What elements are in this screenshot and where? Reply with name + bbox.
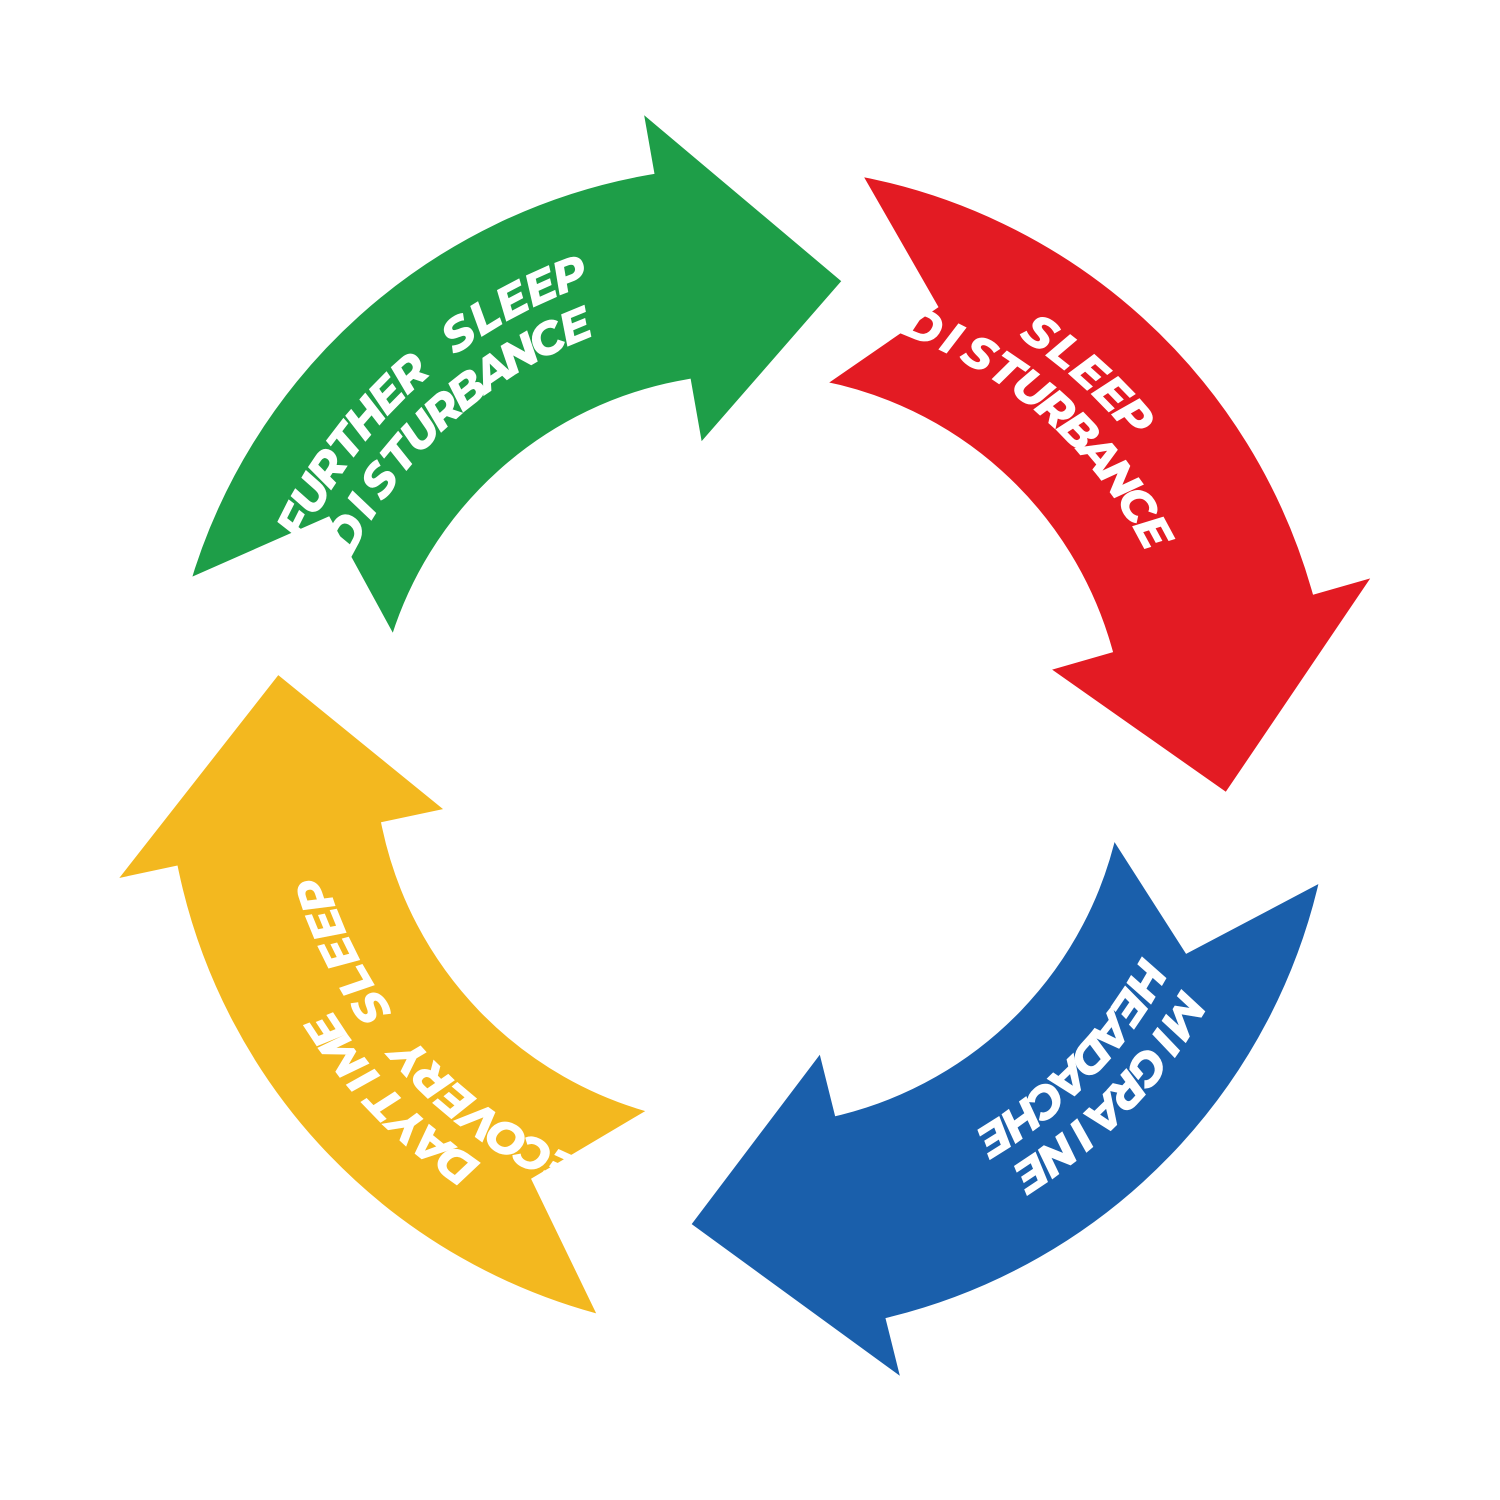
cycle-diagram: SLEEPDISTURBANCEMIGRAINEHEADACHEDAYTIMER… bbox=[0, 0, 1500, 1500]
cycle-svg: SLEEPDISTURBANCEMIGRAINEHEADACHEDAYTIMER… bbox=[0, 0, 1500, 1500]
